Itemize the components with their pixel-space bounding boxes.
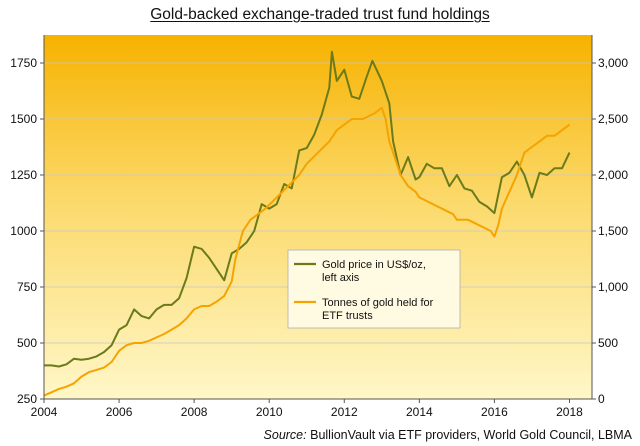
legend-label-2: Tonnes of gold held for (322, 297, 434, 309)
legend-label-1: Gold price in US$/oz, (322, 259, 426, 271)
x-tick-label: 2012 (331, 405, 358, 419)
axes: 250 500 750 1000 1250 1500 1750 0 500 1,000 1,500 2… (10, 35, 628, 419)
x-tick-label: 2014 (406, 405, 433, 419)
right-tick-label: 3,000 (598, 56, 628, 70)
right-tick-label: 0 (598, 392, 605, 406)
right-tick-label: 500 (598, 336, 618, 350)
legend: Gold price in US$/oz,left axis Tonnes of … (287, 249, 461, 329)
left-tick-label: 1250 (10, 168, 37, 182)
series-lines (43, 50, 571, 397)
left-tick-label: 500 (17, 336, 37, 350)
source-text: BullionVault via ETF providers, World Go… (310, 428, 632, 442)
x-tick-label: 2018 (556, 405, 583, 419)
series-line-2 (43, 106, 571, 397)
x-tick-label: 2008 (181, 405, 208, 419)
source-label: Source: (263, 428, 307, 442)
chart-title: Gold-backed exchange-traded trust fund h… (150, 6, 490, 23)
x-tick-label: 2004 (31, 405, 58, 419)
right-tick-label: 2,000 (598, 168, 628, 182)
x-tick-label: 2010 (256, 405, 283, 419)
x-tick-label: 2006 (106, 405, 133, 419)
right-tick-label: 1,500 (598, 224, 628, 238)
legend-label-1-line2: left axis (322, 272, 360, 284)
left-tick-label: 1750 (10, 56, 37, 70)
legend-box (287, 249, 461, 329)
legend-label-2-line2: ETF trusts (322, 310, 373, 322)
left-tick-label: 250 (17, 392, 37, 406)
x-tick-label: 2016 (481, 405, 508, 419)
right-tick-label: 1,000 (598, 280, 628, 294)
left-tick-label: 1500 (10, 112, 37, 126)
series-line-1 (44, 50, 571, 368)
left-tick-label: 1000 (10, 224, 37, 238)
source-note: Source: BullionVault via ETF providers, … (264, 428, 632, 442)
left-tick-label: 750 (17, 280, 37, 294)
right-tick-label: 2,500 (598, 112, 628, 126)
